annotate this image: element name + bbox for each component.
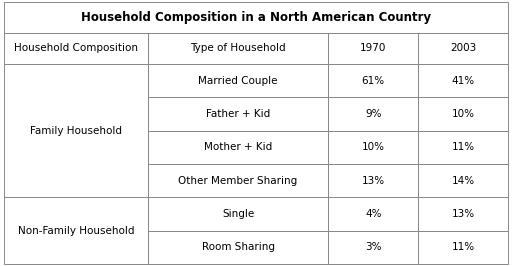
Bar	[147, 131, 328, 164]
Bar	[4, 2, 508, 33]
Bar	[418, 33, 508, 64]
Bar	[147, 164, 328, 197]
Bar	[418, 64, 508, 97]
Bar	[328, 197, 418, 231]
Bar	[328, 164, 418, 197]
Bar	[328, 131, 418, 164]
Text: 11%: 11%	[452, 242, 475, 252]
Bar	[147, 64, 328, 97]
Text: Mother + Kid: Mother + Kid	[204, 142, 272, 152]
Text: 14%: 14%	[452, 176, 475, 186]
Text: 9%: 9%	[365, 109, 381, 119]
Text: Household Composition in a North American Country: Household Composition in a North America…	[81, 11, 431, 24]
Text: Father + Kid: Father + Kid	[206, 109, 270, 119]
Bar	[147, 231, 328, 264]
Text: 10%: 10%	[452, 109, 475, 119]
Text: 61%: 61%	[361, 76, 385, 86]
Bar	[328, 64, 418, 97]
Bar	[418, 197, 508, 231]
Text: 3%: 3%	[365, 242, 381, 252]
Text: 41%: 41%	[452, 76, 475, 86]
Text: Non-Family Household: Non-Family Household	[17, 226, 134, 236]
Text: Married Couple: Married Couple	[198, 76, 278, 86]
Bar	[328, 231, 418, 264]
Text: 13%: 13%	[452, 209, 475, 219]
Bar	[418, 231, 508, 264]
Text: 10%: 10%	[362, 142, 385, 152]
Bar	[4, 33, 147, 64]
Text: Single: Single	[222, 209, 254, 219]
Bar	[418, 164, 508, 197]
Text: Other Member Sharing: Other Member Sharing	[178, 176, 297, 186]
Bar	[147, 197, 328, 231]
Text: Family Household: Family Household	[30, 126, 122, 136]
Bar	[328, 97, 418, 131]
Text: 2003: 2003	[450, 43, 476, 53]
Text: Room Sharing: Room Sharing	[202, 242, 274, 252]
Bar	[418, 131, 508, 164]
Text: Household Composition: Household Composition	[14, 43, 138, 53]
Text: Type of Household: Type of Household	[190, 43, 286, 53]
Text: 13%: 13%	[361, 176, 385, 186]
Text: 1970: 1970	[360, 43, 387, 53]
Bar	[4, 64, 147, 197]
Text: 4%: 4%	[365, 209, 381, 219]
Bar	[328, 33, 418, 64]
Text: 11%: 11%	[452, 142, 475, 152]
Bar	[4, 197, 147, 264]
Bar	[418, 97, 508, 131]
Bar	[147, 97, 328, 131]
Bar	[147, 33, 328, 64]
